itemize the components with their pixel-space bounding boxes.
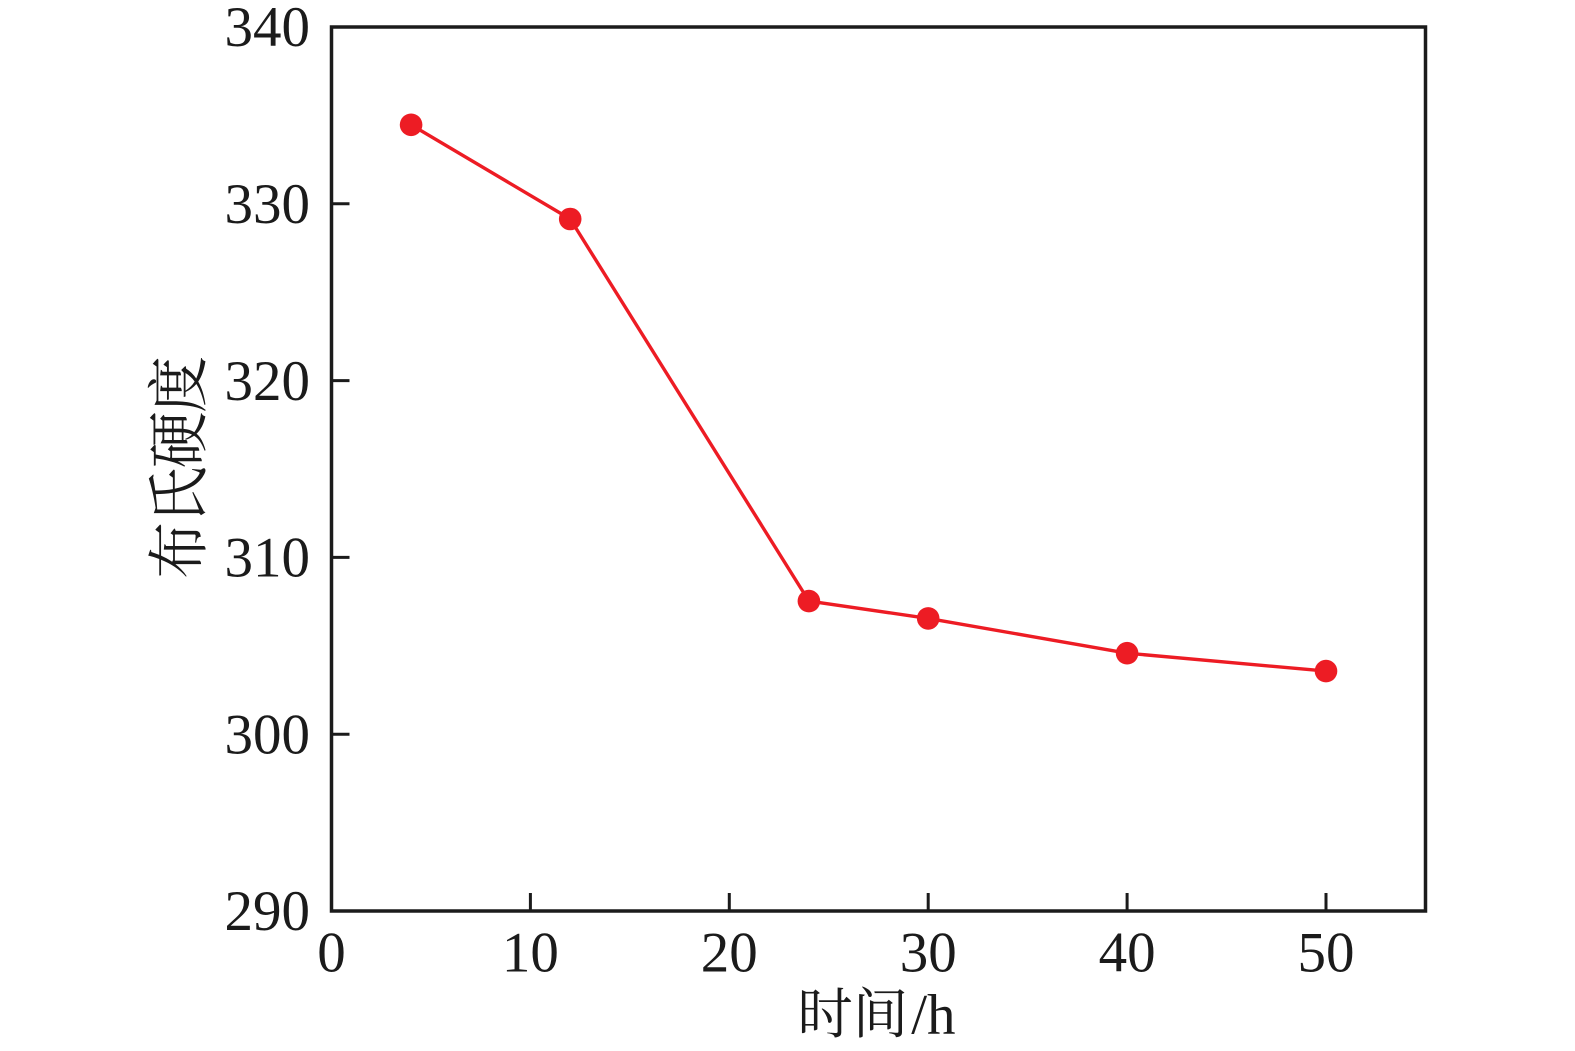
svg-text:330: 330 [225, 173, 311, 236]
svg-text:30: 30 [900, 922, 957, 985]
svg-text:290: 290 [225, 880, 311, 943]
svg-text:10: 10 [502, 922, 559, 985]
svg-text:300: 300 [225, 703, 311, 766]
svg-text:/h: /h [911, 984, 955, 1047]
svg-text:320: 320 [225, 350, 311, 413]
svg-text:310: 310 [225, 527, 311, 590]
svg-text:0: 0 [317, 922, 346, 985]
svg-text:40: 40 [1099, 922, 1156, 985]
svg-text:340: 340 [225, 0, 311, 59]
svg-text:50: 50 [1298, 922, 1355, 985]
svg-text:20: 20 [701, 922, 758, 985]
